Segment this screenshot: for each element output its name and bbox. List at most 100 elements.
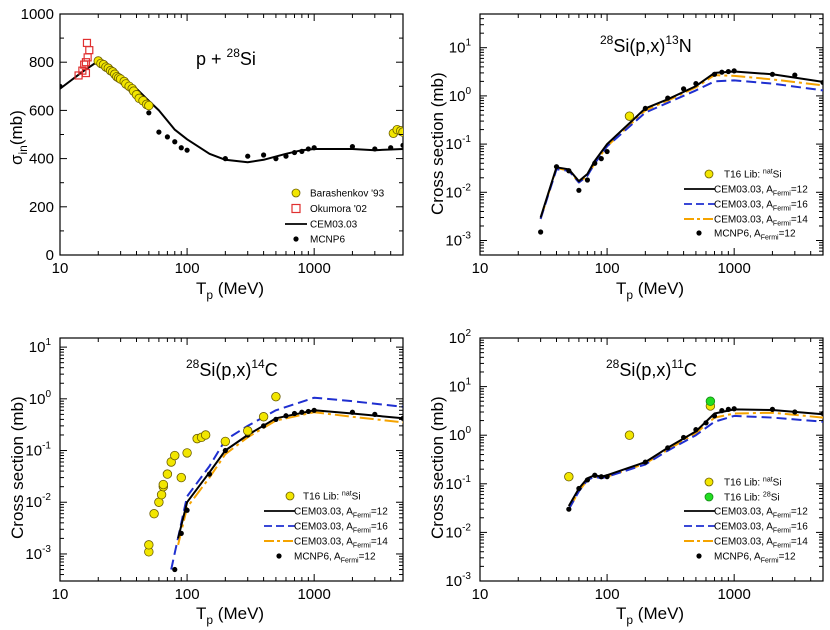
plot-title: 28Si(p,x)13N	[600, 33, 692, 56]
point-mcnp6	[291, 149, 298, 156]
point-mcnp6	[164, 134, 170, 140]
point-mcnp6-a-fermi-12	[566, 506, 572, 512]
point-okumora-02	[81, 68, 91, 78]
point-mcnp6-a-fermi-12	[693, 80, 699, 87]
plot-frame	[479, 337, 824, 582]
point-mcnp6-a-fermi-12	[719, 408, 725, 414]
x-tick-label: 10	[472, 586, 489, 603]
point-barashenkov-93	[398, 127, 403, 137]
point-mcnp6-a-fermi-12	[719, 69, 725, 75]
point-mcnp6-a-fermi-12	[400, 415, 403, 421]
point-mcnp6	[222, 156, 228, 162]
y-tick-label: 400	[29, 151, 54, 168]
legend-label-cem14: CEM03.03, AFermi=14	[294, 537, 388, 550]
point-mcnp6-a-fermi-12	[642, 105, 648, 112]
legend: T16 Lib: natSi CEM03.03, AFermi=12 CEM03…	[684, 169, 808, 242]
point-mcnp6-a-fermi-12	[592, 472, 598, 478]
x-tick-label: 100	[175, 586, 200, 603]
point-mcnp6-a-fermi-12	[305, 408, 311, 415]
legend-label-cem16: CEM03.03, AFermi=16	[294, 522, 388, 535]
point-t16-lib-natsi	[149, 509, 159, 519]
legend-label-t16-nat: T16 Lib: natSi	[724, 477, 782, 489]
y-tick-label: 200	[29, 199, 54, 216]
x-tick-label: 10	[52, 260, 69, 277]
plot-title: 28Si(p,x)14C	[186, 357, 278, 380]
panel-inelastic-cross-section: 10 100 1000 0 200 400 600 800 1000 p + 28Si Tp (…	[7, 6, 404, 302]
point-t16-lib-natsi	[182, 448, 192, 458]
legend-label-cem: CEM03.03	[310, 220, 358, 231]
legend-marker-barashenkov	[291, 188, 301, 198]
point-mcnp6	[273, 156, 279, 162]
point-mcnp6-a-fermi-12	[792, 72, 798, 78]
legend-label-cem16: CEM03.03, AFermi=16	[714, 200, 808, 213]
legend-label-mcnp: MCNP6, AFermi=12	[714, 552, 796, 565]
point-mcnp6-a-fermi-12	[592, 160, 598, 166]
point-mcnp6-a-fermi-12	[769, 406, 776, 412]
point-mcnp6-a-fermi-12	[260, 423, 267, 429]
legend-label-cem12: CEM03.03, AFermi=12	[714, 507, 808, 520]
legend-marker-okumura	[291, 203, 301, 214]
x-axis-label: Tp (MeV)	[616, 279, 684, 302]
point-mcnp6	[349, 143, 356, 150]
y-axis-label: Cross section (mb)	[428, 396, 447, 539]
x-tick-label: 1000	[297, 586, 330, 603]
point-mcnp6-a-fermi-12	[349, 409, 356, 415]
point-mcnp6	[178, 145, 184, 151]
x-tick-label: 1000	[717, 260, 750, 277]
y-tick-label: 100	[29, 389, 52, 408]
point-mcnp6-a-fermi-12	[703, 420, 709, 426]
point-mcnp6-a-fermi-12	[769, 71, 776, 77]
legend-label-mcnp: MCNP6	[310, 235, 345, 246]
y-tick-label: 10-1	[445, 474, 471, 493]
panel-14C-production: 10 100 1000 10-3 10-2 10-1 100 101 28Si(p,x)14C…	[8, 337, 404, 627]
y-tick-label: 1000	[21, 6, 54, 23]
series-line-cem03-03-a-fermi-16	[170, 396, 403, 570]
x-tick-label: 100	[175, 260, 200, 277]
plot-title: p + 28Si	[196, 46, 256, 69]
legend-label-barashenkov: Barashenkov '93	[310, 189, 385, 200]
point-okumora-02	[85, 46, 94, 55]
y-axis-label: Cross section (mb)	[428, 72, 447, 215]
point-mcnp6	[372, 146, 378, 152]
point-mcnp6-a-fermi-12	[711, 71, 718, 77]
point-mcnp6-a-fermi-12	[642, 459, 648, 465]
point-mcnp6-a-fermi-12	[553, 164, 560, 170]
point-mcnp6-a-fermi-12	[731, 68, 737, 74]
point-t16-lib-natsi	[220, 436, 231, 447]
legend: T16 Lib: natSi CEM03.03, AFermi=12 CEM03…	[264, 491, 388, 565]
point-mcnp6-a-fermi-12	[576, 485, 582, 492]
point-mcnp6-a-fermi-12	[206, 471, 213, 477]
y-tick-label: 101	[449, 38, 472, 57]
point-mcnp6	[260, 152, 267, 158]
point-t16-lib-natsi	[156, 489, 167, 500]
point-mcnp6-a-fermi-12	[584, 177, 590, 183]
y-tick-label: 0	[46, 247, 54, 264]
legend-label-cem16: CEM03.03, AFermi=16	[714, 522, 808, 535]
point-t16-lib-natsi	[200, 430, 211, 440]
y-tick-label: 102	[449, 328, 472, 347]
x-axis-label: Tp (MeV)	[196, 279, 264, 302]
legend-label-t16-nat: T16 Lib: natSi	[724, 169, 782, 181]
legend-marker-t16-nat	[285, 491, 295, 501]
series-line-cem03-03-a-fermi-16	[539, 79, 823, 220]
y-tick-label: 101	[29, 337, 52, 356]
point-mcnp6-a-fermi-12	[604, 148, 610, 155]
series-line-cem03-03-a-fermi-12	[567, 408, 823, 507]
legend-marker-mcnp	[293, 236, 299, 242]
y-tick-label: 100	[449, 425, 472, 444]
x-tick-label: 10	[52, 586, 69, 603]
x-axis-label: Tp (MeV)	[616, 604, 684, 627]
point-mcnp6	[245, 153, 251, 159]
point-mcnp6	[400, 142, 403, 148]
point-t16-lib-natsi	[271, 391, 281, 402]
point-mcnp6-a-fermi-12	[680, 434, 687, 441]
point-mcnp6-a-fermi-12	[665, 445, 671, 451]
point-t16-lib-natsi	[624, 430, 635, 440]
point-mcnp6-a-fermi-12	[584, 477, 590, 483]
point-mcnp6-a-fermi-12	[372, 411, 378, 417]
point-mcnp6-a-fermi-12	[566, 168, 572, 174]
point-t16-lib-natsi	[243, 426, 253, 436]
panel-13N-production: 10 100 1000 10-3 10-2 10-1 100 101 28Si(p,x)13N…	[428, 13, 824, 302]
y-tick-label: 101	[449, 377, 472, 396]
